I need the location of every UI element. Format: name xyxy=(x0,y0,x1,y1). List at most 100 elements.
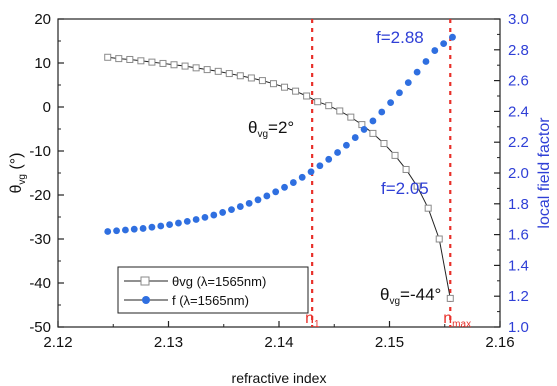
local-field-point-14 xyxy=(228,206,235,214)
legend-f-label: f (λ=1565nm) xyxy=(172,293,249,308)
theta-vg-point-18 xyxy=(303,92,311,100)
annotation-1: θvg=-44° xyxy=(380,285,441,307)
theta-vg-series xyxy=(104,53,454,302)
local-field-point-20 xyxy=(281,183,288,191)
local-field-point-25 xyxy=(325,155,333,163)
local-field-point-1 xyxy=(113,227,120,235)
theta-vg-point-24 xyxy=(369,129,377,137)
y-right-tick-label: 1.6 xyxy=(508,227,529,244)
theta-vg-point-13 xyxy=(247,74,255,82)
theta-vg-point-16 xyxy=(281,83,289,91)
y-right-tick-label: 3.0 xyxy=(508,11,529,28)
theta-vg-point-15 xyxy=(269,80,277,88)
theta-vg-point-9 xyxy=(203,66,211,74)
y-right-tick-label: 1.0 xyxy=(508,319,529,336)
theta-vg-point-17 xyxy=(292,87,300,95)
theta-vg-point-29 xyxy=(424,204,432,212)
local-field-point-36 xyxy=(422,58,430,65)
theta-vg-point-8 xyxy=(192,64,200,72)
annotation-main: f=2.05 xyxy=(381,179,429,198)
local-field-point-6 xyxy=(157,222,165,230)
legend-f-marker xyxy=(142,296,150,304)
theta-vg-point-20 xyxy=(325,102,333,110)
local-field-point-11 xyxy=(201,213,209,221)
theta-vg-point-25 xyxy=(380,140,388,148)
annotation-rest: =-44° xyxy=(400,285,441,304)
y-left-label-unit: (°) xyxy=(8,153,25,175)
y-right-tick-label: 2.6 xyxy=(508,73,529,90)
y-right-tick-label: 1.2 xyxy=(508,288,529,305)
local-field-point-7 xyxy=(166,221,174,228)
y-left-tick-label: 10 xyxy=(34,55,51,72)
annotation-sub: vg xyxy=(389,296,400,307)
local-field-point-17 xyxy=(254,196,262,204)
theta-vg-point-28 xyxy=(413,182,421,190)
theta-vg-point-26 xyxy=(391,151,399,159)
local-field-point-15 xyxy=(236,203,244,210)
local-field-point-37 xyxy=(431,47,439,54)
local-field-point-12 xyxy=(210,211,218,219)
theta-vg-point-12 xyxy=(236,72,244,80)
annotation-main: f=2.88 xyxy=(376,28,424,47)
theta-vg-point-11 xyxy=(225,70,233,78)
x-tick-label: 2.16 xyxy=(485,334,514,351)
local-field-point-29 xyxy=(360,126,368,133)
local-field-point-33 xyxy=(396,89,403,97)
annotation-rest: =2° xyxy=(268,118,294,137)
local-field-point-9 xyxy=(183,217,191,225)
theta-vg-point-10 xyxy=(214,67,222,75)
local-field-point-19 xyxy=(272,188,280,196)
theta-vg-point-5 xyxy=(159,59,167,67)
theta-vg-point-21 xyxy=(336,107,344,115)
y-right-tick-label: 2.0 xyxy=(508,165,529,182)
x-tick-label: 2.13 xyxy=(154,334,183,351)
y-left-tick-label: -20 xyxy=(29,187,51,204)
legend-box xyxy=(117,266,309,314)
vline-label-0: n1 xyxy=(305,310,320,330)
y-left-tick-label: 0 xyxy=(43,99,51,116)
local-field-point-34 xyxy=(404,79,412,87)
x-tick-label: 2.14 xyxy=(264,334,293,351)
y-right-axis-label: local field factor xyxy=(536,117,553,229)
theta-vg-point-14 xyxy=(258,77,266,85)
local-field-point-8 xyxy=(175,219,182,227)
annotation-main: θ xyxy=(248,118,257,137)
vline-label-sub: max xyxy=(452,319,471,330)
local-field-point-5 xyxy=(148,223,156,231)
annotation-0: θvg=2° xyxy=(248,118,294,140)
local-field-point-26 xyxy=(334,149,341,156)
vline-label-1: nmax xyxy=(443,310,471,330)
legend-theta-marker xyxy=(140,276,150,286)
y-left-tick-label: -30 xyxy=(29,231,51,248)
local-field-point-23 xyxy=(307,168,315,176)
theta-vg-point-4 xyxy=(148,58,156,66)
annotation-sub: vg xyxy=(257,129,268,140)
x-tick-label: 2.12 xyxy=(43,334,72,351)
theta-vg-point-6 xyxy=(170,61,178,69)
y-left-tick-label: -10 xyxy=(29,143,51,160)
y-right-tick-label: 1.8 xyxy=(508,196,529,213)
local-field-point-21 xyxy=(289,179,297,186)
local-field-point-32 xyxy=(387,99,395,107)
local-field-point-0 xyxy=(104,228,112,235)
theta-vg-point-2 xyxy=(126,55,134,63)
y-right-tick-label: 2.4 xyxy=(508,103,529,120)
theta-vg-point-0 xyxy=(104,53,112,61)
local-field-point-30 xyxy=(369,117,377,125)
local-field-point-13 xyxy=(219,209,227,216)
legend: θvg (λ=1565nm) f (λ=1565nm) xyxy=(117,266,309,314)
y-left-tick-label: -40 xyxy=(29,275,51,292)
theta-vg-point-27 xyxy=(402,165,410,173)
x-axis-label: refractive index xyxy=(232,370,327,386)
local-field-point-4 xyxy=(139,225,147,232)
theta-vg-point-1 xyxy=(115,55,123,63)
theta-vg-point-7 xyxy=(181,62,189,70)
theta-vg-point-22 xyxy=(347,113,355,121)
local-field-point-16 xyxy=(245,199,253,207)
local-field-point-39 xyxy=(449,33,456,41)
local-field-point-38 xyxy=(440,40,448,48)
local-field-point-31 xyxy=(378,108,386,116)
vline-label-sub: 1 xyxy=(314,319,320,330)
annotations: θvg=2°θvg=-44°f=2.88f=2.05 xyxy=(248,28,441,307)
y-left-label-main: θ xyxy=(8,184,25,193)
